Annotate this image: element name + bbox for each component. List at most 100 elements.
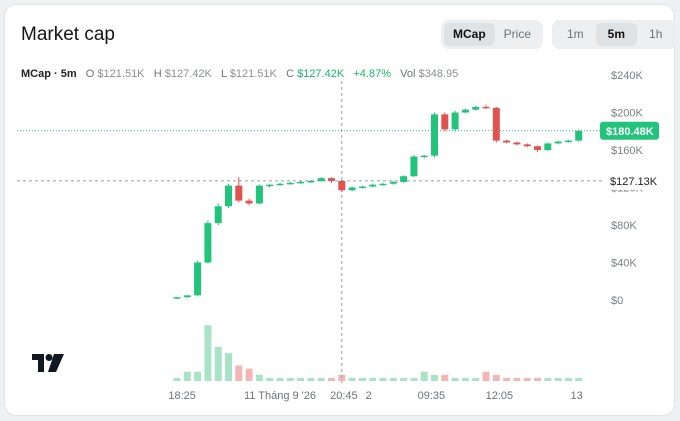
candle-body: [482, 106, 490, 109]
candlestick-chart[interactable]: $240K$200K$160K$120K$80K$40K$0$180.48K$1…: [5, 5, 676, 417]
low-key: L: [221, 68, 227, 80]
candle-body: [235, 185, 243, 201]
x-tick-label: 11 Tháng 9 '26: [244, 390, 316, 402]
tab-interval-1h[interactable]: 1h: [649, 27, 663, 41]
ohlc-legend: MCap · 5m O $121.51K H $127.42K L $121.5…: [21, 68, 458, 80]
x-tick-label: 09:35: [418, 390, 446, 402]
volume-bar: [441, 374, 449, 381]
candle-body: [431, 114, 438, 156]
volume-bar: [400, 377, 408, 381]
volume-bar: [266, 377, 274, 381]
tab-mcap[interactable]: MCap: [444, 23, 495, 46]
candle-body: [307, 180, 315, 183]
crosshair-price-badge: [605, 171, 663, 190]
volume-bar: [554, 377, 562, 381]
volume-bar: [492, 374, 500, 381]
y-tick-label: $200K: [611, 108, 643, 120]
candle-body: [451, 112, 459, 130]
y-tick-label: $240K: [611, 70, 643, 82]
candle-body: [255, 185, 263, 204]
candle-body: [523, 144, 531, 147]
candle-body: [441, 114, 449, 130]
candle-body: [173, 297, 181, 299]
candle-body: [297, 181, 305, 184]
candle-body: [214, 206, 222, 224]
candle-body: [369, 184, 377, 187]
volume-bar: [523, 377, 531, 381]
candle-body: [204, 223, 212, 263]
candle-body: [276, 183, 284, 186]
tab-price[interactable]: Price: [503, 27, 532, 41]
candle-body: [575, 130, 583, 141]
volume-bar: [544, 377, 552, 381]
high-key: H: [153, 68, 162, 80]
candle-body: [544, 143, 552, 150]
volume-bar: [276, 377, 284, 381]
volume-bar: [194, 371, 202, 381]
candle-body: [513, 142, 521, 145]
x-tick-label: 13: [571, 390, 583, 402]
volume-bar: [255, 374, 263, 381]
candle-body: [472, 106, 480, 110]
volume-bar: [245, 368, 253, 381]
close-key: C: [286, 68, 295, 80]
crosshair-price-label: $127.13K: [610, 176, 658, 188]
chart-card: Market cap MCap Price 1m 5m 1h MCap · 5m…: [4, 4, 678, 417]
volume-bar: [472, 377, 480, 381]
volume-bar: [328, 377, 335, 381]
volume-bar: [348, 377, 356, 381]
tradingview-logo-icon[interactable]: [32, 354, 64, 377]
volume-bar: [307, 377, 315, 381]
volume-bar: [420, 371, 428, 381]
volume-bar: [503, 377, 511, 381]
volume-bar: [358, 377, 366, 381]
volume-bar: [564, 377, 572, 381]
volume-bar: [183, 371, 191, 381]
volume-bar: [286, 377, 294, 381]
candle-body: [554, 141, 562, 144]
page-title: Market cap: [21, 24, 115, 45]
x-tick-label: 18:25: [168, 390, 196, 402]
volume-bar: [173, 377, 181, 381]
last-price-badge: [600, 121, 659, 140]
volume-bar: [204, 325, 212, 381]
candle-body: [338, 180, 346, 191]
x-tick-label: 12:05: [486, 390, 514, 402]
candle-body: [183, 295, 191, 298]
volume-bar: [451, 377, 459, 381]
candle-body: [564, 140, 572, 143]
candle-body: [358, 186, 366, 189]
x-tick-label: 20:45: [330, 390, 358, 402]
candle-body: [286, 182, 294, 185]
volume-bar: [214, 346, 222, 381]
y-tick-label: $160K: [611, 145, 643, 157]
x-tick-label: 2: [366, 390, 372, 402]
volume-bar: [410, 377, 418, 381]
volume-bar: [482, 371, 490, 381]
tab-interval-5m[interactable]: 5m: [595, 23, 638, 46]
symbol-label: MCap · 5m: [21, 68, 77, 80]
volume-bar: [389, 377, 397, 381]
candle-body: [245, 200, 253, 204]
last-price-label: $180.48K: [606, 126, 654, 138]
candle-body: [400, 176, 408, 182]
volume-bar: [461, 377, 469, 381]
volume-bar: [317, 377, 325, 381]
high-value: $127.42K: [164, 68, 212, 80]
candle-body: [410, 156, 418, 177]
volume-bar: [297, 377, 305, 381]
candle-body: [461, 109, 469, 113]
y-tick-label: $80K: [611, 220, 637, 232]
candle-body: [328, 178, 335, 181]
candle-body: [492, 107, 500, 141]
volume-key: Vol: [400, 68, 416, 80]
candle-body: [348, 187, 356, 191]
tab-interval-1m[interactable]: 1m: [567, 27, 584, 41]
candle-body: [194, 262, 202, 296]
candle-body: [225, 185, 232, 207]
candle-body: [317, 178, 325, 181]
y-tick-label: $40K: [611, 258, 637, 270]
open-value: $121.51K: [97, 68, 145, 80]
volume-bar: [369, 377, 377, 381]
open-key: O: [85, 68, 95, 80]
